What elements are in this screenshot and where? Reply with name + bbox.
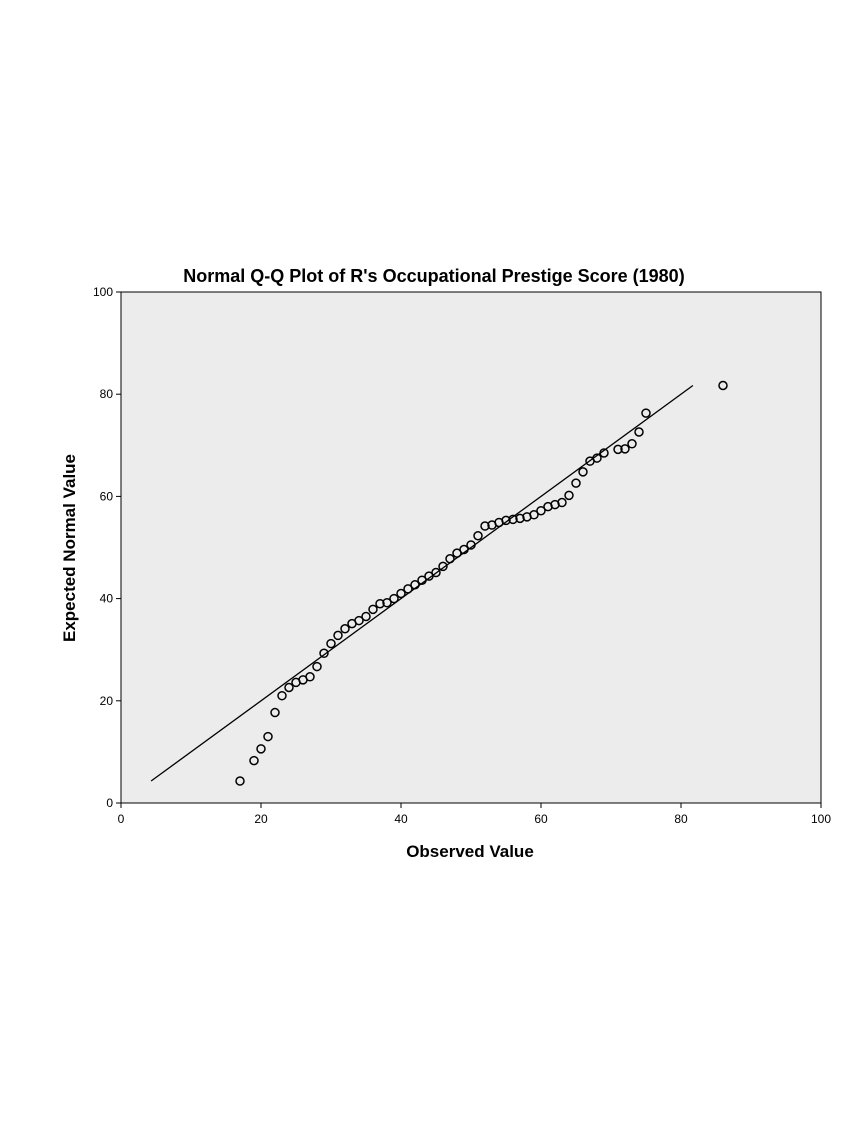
data-point: [319, 648, 329, 659]
data-point: [340, 623, 350, 634]
y-tick-label: 20: [100, 694, 114, 708]
data-point: [305, 672, 315, 682]
x-tick-label: 80: [674, 812, 688, 826]
y-tick-label: 60: [100, 489, 114, 503]
y-tick-label: 0: [106, 796, 113, 810]
data-point: [508, 514, 518, 525]
x-axis-label: Observed Value: [406, 842, 534, 861]
x-tick-label: 0: [118, 812, 125, 826]
data-point: [620, 444, 630, 454]
data-point: [501, 515, 511, 526]
data-point: [529, 510, 539, 520]
y-tick-label: 40: [100, 592, 114, 606]
data-point: [354, 615, 364, 626]
data-point: [389, 593, 399, 604]
data-point: [284, 682, 294, 693]
data-point: [256, 744, 266, 754]
data-point: [263, 731, 273, 742]
data-point: [312, 661, 322, 672]
data-point: [536, 505, 546, 516]
data-point: [270, 707, 280, 718]
data-point: [480, 521, 490, 531]
data-point: [641, 408, 651, 418]
data-point: [578, 467, 588, 477]
data-point: [599, 448, 609, 458]
data-point: [375, 598, 385, 609]
data-point: [634, 427, 644, 437]
data-point: [368, 604, 378, 615]
y-tick-label: 100: [93, 285, 113, 299]
data-point: [592, 453, 602, 463]
data-point: [557, 497, 567, 508]
x-tick-label: 40: [394, 812, 408, 826]
x-tick-label: 100: [811, 812, 831, 826]
data-points: [235, 380, 728, 786]
data-point: [417, 575, 427, 585]
x-tick-label: 20: [254, 812, 268, 826]
data-point: [571, 478, 581, 488]
data-point: [249, 755, 259, 766]
data-point: [410, 580, 420, 590]
y-axis: 0 20 40 60 80 100: [93, 285, 121, 810]
data-point: [564, 490, 574, 501]
data-point: [718, 380, 728, 391]
data-point: [382, 597, 392, 608]
x-axis: 0 20 40 60 80 100: [118, 803, 831, 826]
data-point: [403, 584, 413, 594]
data-point: [361, 611, 371, 622]
data-point: [445, 553, 455, 564]
data-point: [438, 561, 448, 572]
data-point: [326, 638, 336, 649]
chart-title: Normal Q-Q Plot of R's Occupational Pres…: [183, 266, 684, 286]
data-point: [627, 439, 637, 449]
data-point: [235, 776, 245, 786]
data-point: [277, 690, 287, 701]
x-tick-label: 60: [534, 812, 548, 826]
data-point: [459, 544, 469, 555]
data-point: [515, 513, 525, 524]
data-point: [396, 588, 406, 599]
data-point: [431, 567, 441, 578]
data-point: [466, 540, 476, 550]
data-point: [333, 630, 343, 641]
data-point: [473, 530, 483, 541]
data-point: [613, 444, 623, 455]
reference-line: [150, 384, 694, 782]
y-tick-label: 80: [100, 387, 114, 401]
y-axis-label: Expected Normal Value: [60, 454, 79, 642]
